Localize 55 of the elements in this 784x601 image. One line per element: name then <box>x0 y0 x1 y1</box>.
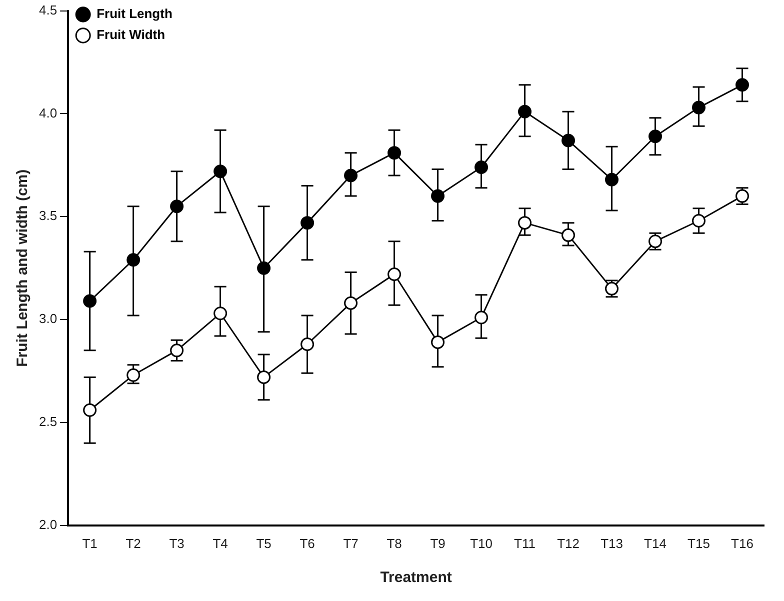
y-tick-label: 4.0 <box>38 105 58 120</box>
point <box>692 100 706 114</box>
y-tick-label: 3.0 <box>38 311 58 326</box>
point <box>431 335 445 349</box>
legend-label: Fruit Width <box>96 27 166 42</box>
x-tick-label: T10 <box>470 536 492 551</box>
point <box>518 216 532 230</box>
point <box>518 104 532 118</box>
y-tick-label: 4.5 <box>38 2 58 18</box>
point <box>170 200 184 214</box>
point <box>562 228 576 242</box>
x-tick-label: T2 <box>126 536 141 551</box>
x-tick-label: T12 <box>557 536 580 551</box>
point <box>214 164 228 178</box>
x-tick-label: T7 <box>343 536 358 551</box>
point <box>83 294 97 308</box>
x-tick-label: T3 <box>169 536 184 551</box>
point <box>692 214 706 228</box>
point <box>388 146 402 160</box>
x-axis-title: Treatment <box>380 569 452 586</box>
point <box>126 368 140 382</box>
x-tick-label: T6 <box>300 536 315 551</box>
point <box>344 168 358 182</box>
point <box>257 261 271 275</box>
y-tick-label: 2.5 <box>38 414 58 430</box>
point <box>736 78 749 92</box>
point <box>126 253 140 267</box>
x-tick-label: T1 <box>82 536 98 551</box>
point <box>388 268 402 282</box>
point <box>562 134 576 148</box>
point <box>474 310 488 324</box>
point <box>214 306 228 320</box>
point <box>83 403 97 417</box>
x-tick-label: T9 <box>430 536 446 551</box>
point <box>300 338 314 352</box>
point <box>300 216 314 230</box>
point <box>431 189 445 203</box>
x-tick-label: T13 <box>600 536 623 551</box>
x-tick-label: T15 <box>688 536 710 551</box>
x-tick-label: T5 <box>256 536 272 551</box>
y-tick-label: 2.0 <box>38 516 58 532</box>
y-tick-label: 3.5 <box>38 208 58 224</box>
x-tick-label: T11 <box>514 536 536 551</box>
point <box>344 296 358 310</box>
x-tick-label: T8 <box>386 536 402 551</box>
point <box>257 370 271 384</box>
legend-label: Fruit Length <box>96 6 172 22</box>
point <box>170 344 184 358</box>
point <box>648 130 662 144</box>
point <box>605 172 619 186</box>
y-axis-title: Fruit Length and width (cm) <box>14 169 32 367</box>
point <box>474 160 488 174</box>
x-tick-label: T14 <box>644 536 666 551</box>
x-tick-label: T16 <box>731 536 754 551</box>
x-tick-label: T4 <box>212 536 228 551</box>
